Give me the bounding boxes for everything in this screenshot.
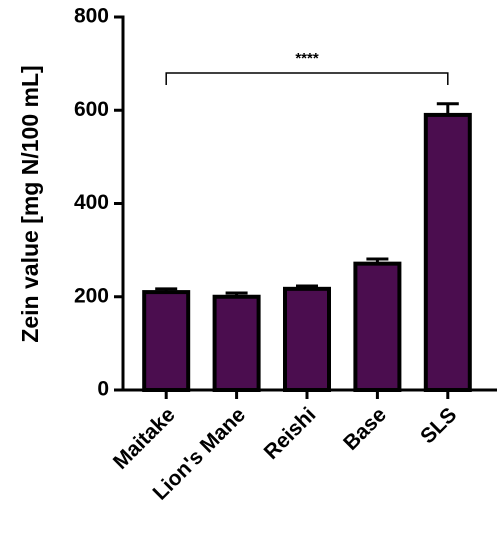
x-tick-label: SLS (416, 403, 461, 448)
bar (283, 286, 331, 393)
x-tick-label: Maitake (109, 403, 180, 474)
bar (423, 112, 472, 392)
y-tick-label: 200 (74, 284, 109, 307)
significance-label: **** (295, 50, 319, 67)
x-tick-label: Reishi (260, 403, 321, 464)
bar (212, 294, 261, 392)
y-axis-label: Zein value [mg N/100 mL] (17, 65, 43, 342)
bar (142, 290, 191, 392)
significance-bracket (165, 72, 449, 85)
y-tick-label: 600 (74, 98, 109, 121)
bar (353, 261, 402, 392)
y-tick-label: 800 (74, 5, 109, 28)
y-tick-label: 0 (97, 378, 109, 401)
y-tick-label: 400 (74, 191, 109, 214)
x-tick-label: Base (339, 403, 391, 455)
